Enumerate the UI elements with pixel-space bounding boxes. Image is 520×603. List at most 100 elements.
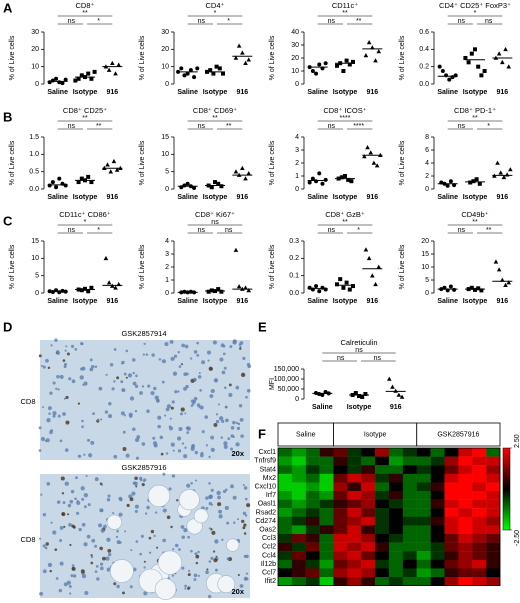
panel-label: D — [3, 319, 12, 334]
heatmap-cell — [305, 559, 320, 569]
cell — [184, 412, 187, 415]
heatmap-cell — [486, 559, 501, 569]
data-point — [317, 171, 322, 176]
cell — [199, 389, 202, 392]
heatmap-cell — [472, 525, 487, 535]
heatmap-cell — [402, 499, 417, 509]
cell — [177, 449, 182, 453]
heatmap-cell — [416, 577, 431, 586]
heatmap-cell — [361, 516, 376, 526]
significance-label: **** — [340, 115, 351, 122]
heatmap-cell — [361, 534, 376, 543]
heatmap-cell — [305, 491, 320, 500]
cell — [236, 426, 241, 431]
heatmap-cell — [278, 559, 293, 569]
cell — [127, 373, 133, 378]
data-point — [370, 45, 375, 50]
heatmap-cell — [305, 448, 320, 457]
cell — [78, 527, 82, 532]
data-point — [493, 259, 499, 264]
heatmap-cell — [416, 525, 431, 535]
cell — [224, 405, 228, 409]
data-point — [219, 289, 224, 294]
cell — [86, 534, 91, 539]
cell — [221, 538, 224, 542]
data-point — [444, 73, 449, 78]
heatmap-cell — [291, 525, 306, 535]
cell — [190, 404, 194, 407]
data-point — [373, 281, 378, 287]
y-tick-label: 2 — [295, 160, 299, 167]
cell — [65, 345, 68, 348]
data-point — [341, 69, 346, 73]
data-point — [233, 169, 239, 174]
cell — [195, 479, 198, 482]
cell — [193, 578, 197, 581]
significance-label: ** — [226, 123, 232, 130]
heatmap-cell — [430, 551, 445, 560]
cell — [177, 351, 180, 354]
data-point — [182, 73, 187, 78]
cell — [190, 399, 195, 403]
heatmap-cell — [486, 482, 501, 492]
y-tick-label: 50,000 — [278, 386, 300, 393]
heatmap-cell — [333, 534, 348, 543]
cell — [210, 435, 215, 440]
cell — [135, 374, 138, 378]
heatmap-cell — [430, 465, 445, 474]
y-tick-label: 5 — [165, 169, 169, 176]
heatmap-cell — [416, 542, 431, 552]
cell — [228, 392, 233, 397]
cell — [67, 513, 70, 516]
cell — [239, 418, 244, 422]
data-point — [447, 77, 452, 82]
cell — [94, 477, 99, 482]
x-tick-label: 916 — [236, 194, 248, 201]
cell — [181, 343, 186, 348]
heatmap-cell — [444, 568, 459, 578]
cell — [223, 444, 228, 449]
heatmap-cell — [347, 448, 362, 457]
data-point — [396, 392, 402, 397]
cell — [232, 495, 237, 500]
cell — [38, 537, 42, 540]
heatmap-cell — [402, 525, 417, 535]
cell — [171, 474, 176, 478]
cell — [245, 554, 249, 559]
y-tick-label: 30 — [291, 42, 299, 49]
data-point — [386, 376, 392, 381]
cell — [54, 548, 58, 552]
heatmap-cell — [444, 491, 459, 500]
heatmap-cell — [319, 551, 334, 560]
cell — [59, 439, 63, 443]
significance-label: ns — [68, 123, 76, 130]
y-tick-label: 4 — [165, 238, 169, 245]
cell — [240, 372, 246, 378]
cell — [135, 456, 139, 460]
heatmap-cell — [486, 577, 501, 586]
cell — [105, 373, 108, 376]
data-point — [76, 76, 81, 81]
heatmap-cell — [319, 448, 334, 457]
cell — [166, 515, 171, 520]
heatmap-cell — [430, 482, 445, 492]
cell — [128, 412, 133, 417]
row-label: Stat4 — [260, 466, 276, 473]
cell — [60, 476, 65, 481]
data-point — [363, 53, 369, 58]
cell — [230, 447, 233, 451]
cell — [88, 453, 93, 458]
data-point — [506, 64, 512, 69]
heatmap-cell — [486, 448, 501, 457]
data-point — [240, 50, 245, 55]
cell — [105, 556, 110, 561]
y-axis-label: % of Live cells — [9, 35, 16, 80]
data-point — [500, 59, 505, 65]
data-point — [192, 185, 197, 190]
heatmap-cell — [361, 491, 376, 500]
significance-label: ns — [337, 355, 345, 362]
data-point — [343, 174, 347, 178]
significance-label: ns — [458, 18, 466, 25]
significance-label: ** — [82, 115, 88, 122]
cell — [38, 449, 42, 452]
